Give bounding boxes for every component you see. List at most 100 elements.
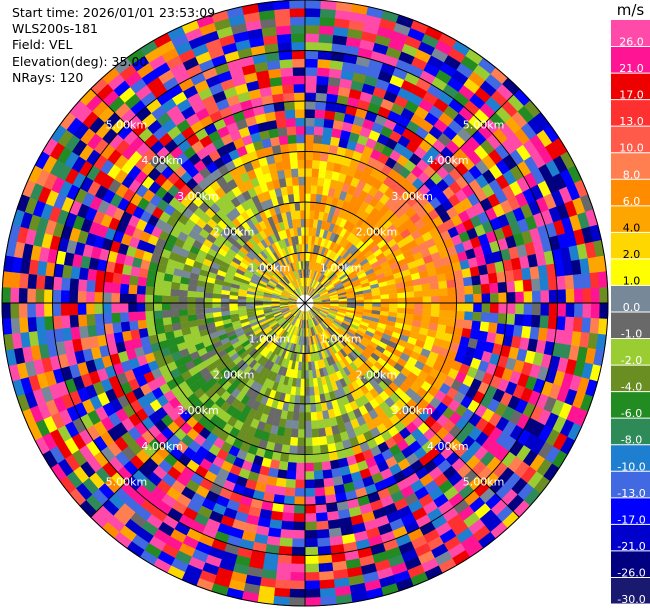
- gate-cell: [362, 145, 374, 157]
- gate-cell: [473, 245, 485, 258]
- gate-cell: [318, 312, 327, 319]
- gate-cell: [351, 444, 363, 456]
- gate-cell: [292, 244, 298, 254]
- gate-cell: [186, 527, 203, 542]
- gate-cell: [345, 268, 355, 276]
- gate-cell: [502, 420, 517, 437]
- gate-cell: [458, 230, 471, 243]
- gate-cell: [153, 286, 163, 296]
- gate-cell: [265, 154, 276, 165]
- gate-cell: [321, 135, 332, 146]
- gate-cell: [311, 292, 320, 299]
- ray: [5, 304, 297, 367]
- gate-cell: [358, 405, 369, 416]
- gate-cell: [306, 311, 309, 321]
- gate-cell: [198, 228, 210, 239]
- gate-cell: [458, 84, 475, 101]
- gate-cell: [458, 363, 471, 376]
- gate-cell: [513, 500, 531, 518]
- ray: [1, 303, 297, 335]
- gate-cell: [262, 304, 272, 308]
- gate-cell: [297, 167, 306, 177]
- gate-cell: [259, 129, 271, 141]
- gate-cell: [290, 210, 297, 220]
- gate-cell: [243, 582, 261, 595]
- gate-cell: [312, 317, 318, 326]
- gate-cell: [305, 16, 321, 26]
- gate-cell: [127, 164, 142, 180]
- gate-cell: [347, 222, 356, 233]
- gate-cell: [260, 336, 270, 345]
- gate-cell: [285, 368, 292, 378]
- gate-cell: [327, 287, 337, 293]
- gate-cell: [378, 380, 389, 391]
- gate-cell: [566, 183, 581, 201]
- gate-cell: [271, 324, 280, 332]
- gate-cell: [306, 286, 310, 295]
- gate-cell: [313, 305, 322, 309]
- gate-cell: [255, 232, 264, 242]
- gate-cell: [230, 316, 240, 323]
- gate-cell: [272, 292, 281, 297]
- gate-cell: [501, 451, 517, 468]
- gate-cell: [311, 292, 319, 299]
- colorbar-tick-label: -10.0: [617, 460, 645, 473]
- gate-cell: [349, 582, 367, 595]
- gate-cell: [275, 477, 287, 488]
- gate-cell: [153, 294, 163, 303]
- gate-cell: [338, 457, 349, 469]
- gate-cell: [354, 197, 365, 209]
- gate-cell: [346, 566, 363, 578]
- gate-cell: [392, 218, 404, 229]
- gate-cell: [188, 556, 206, 571]
- gate-cell: [239, 99, 253, 111]
- gate-cell: [293, 75, 306, 85]
- gate-cell: [263, 338, 272, 348]
- gate-cell: [455, 310, 466, 320]
- gate-cell: [285, 385, 292, 395]
- gate-cell: [307, 269, 311, 279]
- gate-cell: [380, 294, 390, 300]
- gate-cell: [405, 140, 420, 154]
- gate-cell: [334, 342, 343, 352]
- gate-cell: [357, 546, 373, 559]
- gate-cell: [385, 546, 402, 560]
- gate-cell: [401, 269, 412, 277]
- gate-cell: [545, 429, 561, 447]
- gate-cell: [255, 392, 264, 404]
- gate-cell: [418, 98, 434, 113]
- gate-cell: [318, 42, 333, 52]
- gate-cell: [156, 90, 173, 106]
- gate-cell: [258, 385, 268, 396]
- gate-cell: [408, 440, 422, 454]
- gate-cell: [339, 273, 348, 281]
- gate-cell: [107, 164, 122, 180]
- gate-cell: [317, 324, 324, 333]
- gate-cell: [71, 253, 83, 268]
- gate-cell: [362, 475, 375, 488]
- gate-cell: [447, 399, 461, 413]
- gate-cell: [300, 378, 305, 388]
- gate-cell: [499, 199, 514, 215]
- gate-cell: [532, 239, 545, 255]
- gate-cell: [397, 505, 413, 519]
- gate-cell: [232, 563, 250, 576]
- colorbar-swatch: [611, 497, 650, 525]
- gate-cell: [270, 170, 279, 182]
- gate-cell: [240, 210, 251, 222]
- gate-cell: [328, 391, 337, 401]
- gate-cell: [314, 316, 321, 325]
- gate-cell: [486, 331, 497, 344]
- gate-cell: [135, 106, 152, 122]
- gate-cell: [171, 33, 189, 49]
- gate-cell: [157, 521, 175, 537]
- gate-cell: [481, 243, 493, 256]
- gate-cell: [210, 336, 221, 345]
- gate-cell: [291, 317, 297, 326]
- gate-cell: [197, 323, 208, 332]
- gate-cell: [120, 321, 131, 333]
- gate-cell: [109, 193, 123, 208]
- gate-cell: [520, 122, 538, 140]
- gate-cell: [288, 298, 297, 302]
- gate-cell: [94, 302, 104, 315]
